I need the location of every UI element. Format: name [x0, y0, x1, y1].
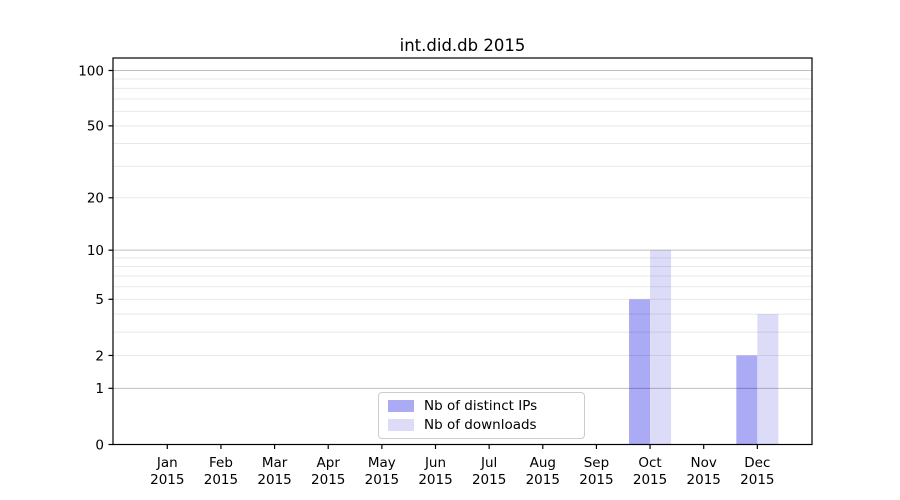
y-tick-label: 1 — [95, 381, 104, 397]
legend-label-downloads: Nb of downloads — [424, 417, 537, 433]
y-tick-label: 5 — [95, 292, 104, 308]
x-tick-label-year: 2015 — [526, 472, 560, 488]
x-tick-label-year: 2015 — [204, 472, 238, 488]
bar-dec-downloads — [757, 314, 779, 445]
x-tick-label-year: 2015 — [418, 472, 452, 488]
x-tick-label-month: Dec — [744, 455, 770, 471]
x-tick-label-month: Oct — [638, 455, 661, 471]
x-tick-label-year: 2015 — [365, 472, 399, 488]
x-tick-label-year: 2015 — [150, 472, 184, 488]
x-tick-label-year: 2015 — [687, 472, 721, 488]
bar-dec-distinct-ips — [736, 355, 758, 445]
x-tick-label-month: May — [368, 455, 396, 471]
x-tick-label-month: Feb — [209, 455, 233, 471]
x-tick-label-year: 2015 — [257, 472, 291, 488]
axes-frame — [112, 57, 813, 446]
x-tick-label-month: Mar — [262, 455, 288, 471]
x-tick-label-month: Jan — [156, 455, 178, 471]
x-tick-label-year: 2015 — [740, 472, 774, 488]
legend-label-distinct-ips: Nb of distinct IPs — [424, 398, 538, 414]
legend-item-distinct-ips: Nb of distinct IPs — [388, 397, 575, 415]
y-tick-label: 20 — [87, 191, 104, 207]
x-tick-label-year: 2015 — [311, 472, 345, 488]
legend-item-downloads: Nb of downloads — [388, 416, 575, 434]
x-tick-label-year: 2015 — [472, 472, 506, 488]
y-tick-label: 100 — [78, 63, 104, 79]
legend-swatch-distinct-ips — [388, 400, 414, 412]
x-tick-label-month: Jun — [424, 455, 446, 471]
legend: Nb of distinct IPs Nb of downloads — [378, 392, 585, 439]
x-tick-label-month: Nov — [691, 455, 717, 471]
x-tick-label-year: 2015 — [633, 472, 667, 488]
y-tick-label: 0 — [95, 437, 104, 453]
bar-oct-downloads — [650, 250, 672, 445]
bar-oct-distinct-ips — [629, 299, 651, 445]
chart-title: int.did.db 2015 — [399, 36, 526, 55]
legend-swatch-downloads — [388, 419, 414, 431]
x-tick-label-month: Sep — [584, 455, 609, 471]
y-tick-label: 50 — [87, 119, 104, 135]
x-tick-label-month: Aug — [530, 455, 556, 471]
x-tick-label-month: Jul — [480, 455, 497, 471]
x-tick-label-year: 2015 — [579, 472, 613, 488]
y-tick-label: 10 — [87, 243, 104, 259]
x-tick-label-month: Apr — [317, 455, 341, 471]
y-tick-label: 2 — [95, 348, 104, 364]
